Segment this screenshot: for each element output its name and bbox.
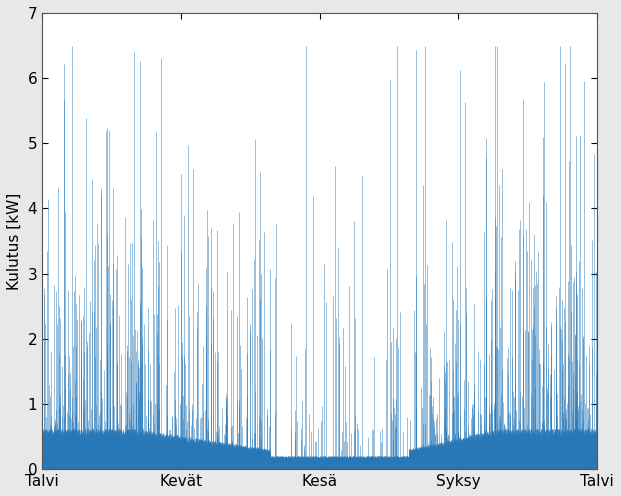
Y-axis label: Kulutus [kW]: Kulutus [kW] bbox=[7, 192, 22, 290]
